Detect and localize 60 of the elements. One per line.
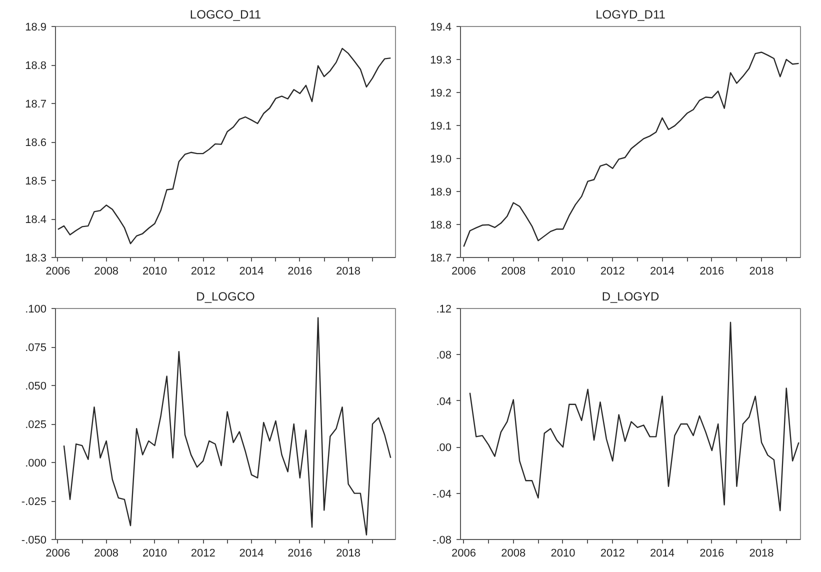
y-tick-label: 19.0: [430, 154, 452, 166]
y-tick-label: .025: [25, 419, 47, 431]
y-tick-label: .100: [25, 304, 47, 316]
x-tick-label: 2016: [700, 266, 724, 278]
x-tick-label: 2014: [239, 266, 264, 278]
y-tick-label: 18.8: [430, 220, 452, 232]
x-tick-label: 2012: [600, 548, 625, 560]
x-tick-label: 2016: [700, 548, 724, 560]
y-tick-label: 18.7: [430, 252, 452, 264]
x-tick-label: 2012: [600, 266, 625, 278]
x-tick-label: 2010: [550, 548, 576, 560]
x-tick-label: 2008: [501, 266, 526, 278]
y-tick-label: 19.2: [430, 88, 452, 100]
y-tick-label: 18.5: [25, 176, 47, 188]
y-tick-label: 19.4: [430, 22, 452, 34]
x-tick-label: 2008: [94, 548, 119, 560]
x-tick-label: 2006: [451, 548, 476, 560]
y-tick-label: 18.9: [25, 22, 47, 34]
x-tick-label: 2010: [550, 266, 576, 278]
x-tick-label: 2006: [46, 266, 70, 278]
x-tick-label: 2010: [142, 266, 167, 278]
y-tick-label: .12: [436, 304, 452, 316]
y-tick-label: 18.9: [430, 186, 452, 198]
chart-title: D_LOGYD: [602, 290, 660, 304]
y-tick-label: -.04: [432, 488, 452, 500]
chart-title: LOGCO_D11: [190, 8, 262, 22]
x-tick-label: 2012: [190, 266, 216, 278]
x-tick-label: 2018: [749, 548, 774, 560]
x-tick-label: 2018: [336, 266, 361, 278]
y-tick-label: 18.3: [25, 252, 47, 264]
x-tick-label: 2006: [46, 548, 70, 560]
x-tick-label: 2018: [749, 266, 774, 278]
x-tick-label: 2014: [239, 548, 264, 560]
x-tick-label: 2014: [650, 548, 675, 560]
y-tick-label: -.08: [432, 534, 452, 546]
x-tick-label: 2016: [288, 548, 312, 560]
y-tick-label: .075: [25, 342, 47, 354]
x-tick-label: 2008: [94, 266, 119, 278]
x-tick-label: 2018: [336, 548, 361, 560]
x-tick-label: 2010: [142, 548, 167, 560]
y-tick-label: 19.3: [430, 54, 452, 66]
y-tick-label: .08: [436, 350, 452, 362]
y-tick-label: .00: [436, 442, 452, 454]
y-tick-label: 18.6: [25, 137, 47, 149]
y-tick-label: .000: [25, 458, 47, 470]
x-tick-label: 2014: [650, 266, 675, 278]
chart-title: LOGYD_D11: [596, 8, 666, 22]
y-tick-label: 18.7: [25, 98, 47, 110]
chart-title: D_LOGCO: [196, 290, 255, 304]
y-tick-label: 19.1: [430, 120, 452, 132]
y-tick-label: -.025: [21, 496, 47, 508]
y-tick-label: 18.4: [25, 214, 47, 226]
x-tick-label: 2016: [288, 266, 312, 278]
x-tick-label: 2008: [501, 548, 526, 560]
x-tick-label: 2012: [190, 548, 216, 560]
y-tick-label: .04: [436, 396, 452, 408]
x-tick-label: 2006: [451, 266, 476, 278]
y-tick-label: 18.8: [25, 60, 47, 72]
y-tick-label: -.050: [21, 534, 47, 546]
y-tick-label: .050: [25, 380, 47, 392]
